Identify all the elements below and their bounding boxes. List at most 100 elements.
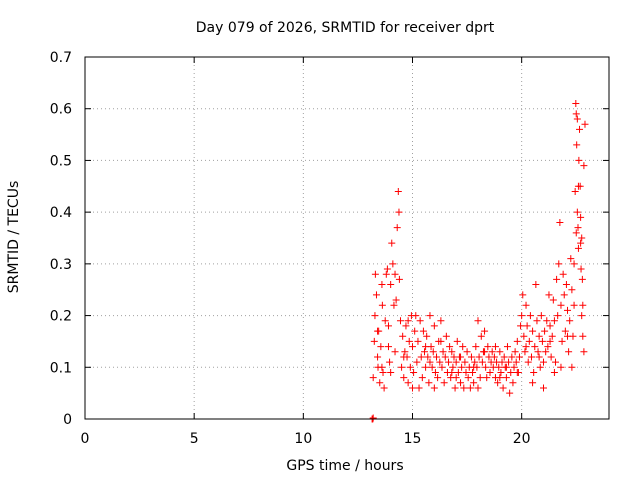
data-point <box>578 312 586 320</box>
data-point <box>570 260 578 268</box>
data-point <box>486 368 494 376</box>
data-point <box>536 363 544 371</box>
data-point <box>574 182 582 190</box>
y-tick-label: 0.6 <box>50 102 72 118</box>
data-point <box>576 125 584 133</box>
data-point <box>543 317 551 325</box>
data-point <box>555 260 563 268</box>
data-point <box>505 358 513 366</box>
data-point <box>510 363 518 371</box>
data-point <box>440 379 448 387</box>
data-point <box>498 358 506 366</box>
data-point <box>441 353 449 361</box>
data-point <box>488 348 496 356</box>
x-tick-label: 20 <box>513 431 531 447</box>
data-point <box>442 332 450 340</box>
data-point <box>391 270 399 278</box>
data-point <box>559 270 567 278</box>
data-point <box>392 296 400 304</box>
data-point <box>454 368 462 376</box>
data-point <box>564 332 572 340</box>
data-point <box>410 368 418 376</box>
data-point <box>506 389 514 397</box>
data-point <box>568 286 576 294</box>
data-point <box>546 337 554 345</box>
data-point <box>437 337 445 345</box>
data-point <box>369 374 377 382</box>
data-point <box>517 322 525 330</box>
data-point <box>409 343 416 351</box>
data-point <box>451 384 459 392</box>
data-point <box>565 348 573 356</box>
data-point <box>481 348 489 356</box>
data-point <box>463 348 471 356</box>
data-point <box>523 322 531 330</box>
data-point <box>550 317 558 325</box>
data-point <box>548 332 556 340</box>
data-point <box>400 374 408 382</box>
y-tick-label: 0.4 <box>50 205 72 221</box>
data-point <box>371 312 379 320</box>
data-point <box>417 353 425 361</box>
data-point <box>577 239 585 247</box>
data-point <box>378 301 386 309</box>
data-point <box>384 322 392 330</box>
data-point <box>557 301 565 309</box>
data-point <box>390 301 398 309</box>
data-point <box>398 363 406 371</box>
axis-ticks <box>84 56 609 420</box>
data-point <box>570 301 578 309</box>
data-point <box>494 379 502 387</box>
chart-title: Day 079 of 2026, SRMTID for receiver dpr… <box>196 20 495 36</box>
data-point <box>460 384 468 392</box>
plot-frame <box>84 56 610 420</box>
data-point <box>404 317 412 325</box>
data-point <box>478 358 486 366</box>
data-point <box>374 327 382 335</box>
data-point <box>401 348 409 356</box>
data-point <box>552 358 560 366</box>
data-point <box>405 337 413 345</box>
data-point <box>482 363 490 371</box>
data-point <box>387 281 395 289</box>
x-tick-label: 5 <box>190 431 199 447</box>
data-points <box>368 100 589 423</box>
data-point <box>556 218 564 226</box>
data-point <box>522 343 530 351</box>
y-axis-label: SRMTID / TECUs <box>6 181 22 294</box>
data-point <box>411 327 419 335</box>
data-point <box>509 379 517 387</box>
data-point <box>566 317 574 325</box>
data-point <box>535 332 543 340</box>
data-point <box>546 322 554 330</box>
data-point <box>459 343 467 351</box>
data-point <box>529 379 537 387</box>
data-point <box>572 100 580 108</box>
data-point <box>553 275 561 283</box>
data-point <box>567 255 575 263</box>
data-point <box>578 234 586 242</box>
data-point <box>542 348 550 356</box>
data-point <box>545 291 553 299</box>
data-point <box>571 187 579 195</box>
data-point <box>547 353 555 361</box>
data-point <box>430 384 438 392</box>
data-point <box>438 363 446 371</box>
data-point <box>579 332 587 340</box>
data-point <box>497 368 505 376</box>
data-point <box>382 270 390 278</box>
data-point <box>457 379 465 387</box>
data-point <box>472 343 480 351</box>
data-point <box>384 343 392 351</box>
data-point <box>387 368 395 376</box>
data-point <box>477 332 485 340</box>
data-point <box>391 348 399 356</box>
data-point <box>525 337 533 345</box>
data-point <box>560 291 568 299</box>
data-point <box>429 348 437 356</box>
data-point <box>550 368 558 376</box>
data-point <box>395 275 403 283</box>
data-point <box>511 348 519 356</box>
data-point <box>399 332 407 340</box>
data-point <box>533 317 541 325</box>
